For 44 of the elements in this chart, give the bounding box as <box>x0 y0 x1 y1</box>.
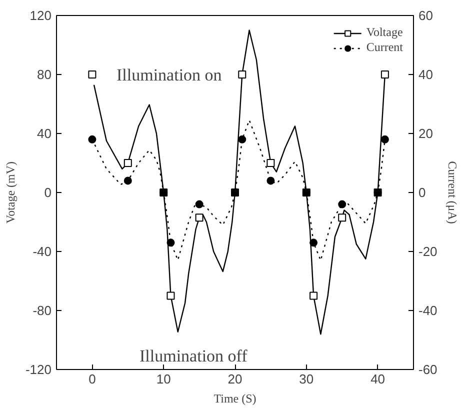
point <box>380 70 389 78</box>
y2-tick-label: 40 <box>418 67 433 82</box>
x-tick-label: 0 <box>88 372 96 386</box>
y-tick-label: 40 <box>37 126 52 141</box>
y-tick-label: 0 <box>44 185 52 200</box>
x-tick-label: 30 <box>299 372 314 386</box>
point <box>310 292 318 300</box>
legend-label: Voltage <box>366 25 403 40</box>
point <box>88 135 96 144</box>
y2-tick-label: -20 <box>418 244 438 259</box>
y2-tick-label: -40 <box>418 303 438 318</box>
point <box>238 70 246 78</box>
annotation: Illumination on <box>116 66 222 84</box>
point <box>166 292 175 300</box>
y2-tick-label: 60 <box>418 8 433 23</box>
point <box>338 200 346 208</box>
x-tick-label: 40 <box>370 372 386 386</box>
x-tick-label: 10 <box>156 372 171 386</box>
y-tick-label: -120 <box>25 362 52 377</box>
point <box>166 238 175 247</box>
point <box>238 135 246 144</box>
y-tick-label: 80 <box>37 67 52 82</box>
y-tick-label: 120 <box>30 8 52 23</box>
y-tick-label: -80 <box>32 303 52 318</box>
y2-tick-label: 20 <box>418 126 433 141</box>
point <box>124 176 132 185</box>
point <box>266 159 275 167</box>
x-axis-title: Time (S) <box>214 392 256 406</box>
y2-tick-label: -60 <box>418 362 438 377</box>
x-tick-label: 20 <box>228 372 242 386</box>
legend-label: Current <box>366 40 403 55</box>
point <box>266 176 275 185</box>
point <box>195 200 204 208</box>
y2-tick-label: 0 <box>418 185 426 200</box>
y2-axis-title: Current (μA) <box>445 161 460 224</box>
annotation: Illumination off <box>140 346 248 366</box>
y-tick-label: -40 <box>32 244 52 259</box>
point <box>195 214 204 222</box>
point <box>380 135 389 144</box>
y-axis-title: Votage (mV) <box>3 161 18 224</box>
point <box>88 70 96 78</box>
point <box>338 214 346 222</box>
point <box>124 159 132 167</box>
point <box>310 238 318 247</box>
